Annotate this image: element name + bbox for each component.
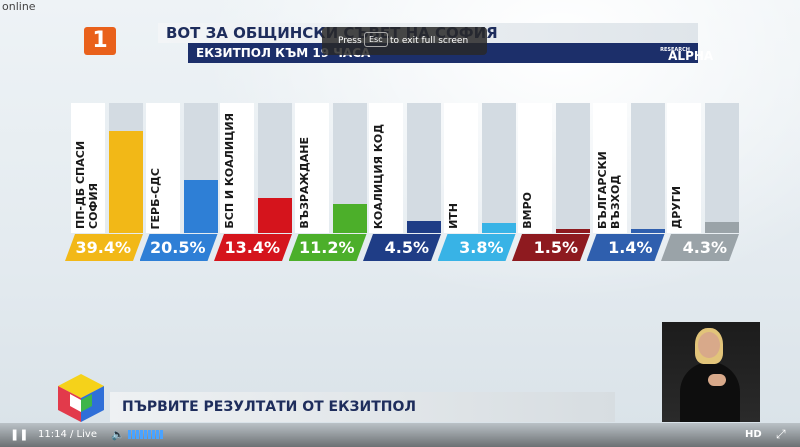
bar-track xyxy=(705,103,739,233)
percent-label: 13.4% xyxy=(214,234,292,261)
percent-value: 20.5% xyxy=(149,238,206,257)
party-label: ГЕРБ-СДС xyxy=(148,167,162,229)
party-label-panel: ВМРО xyxy=(518,103,552,233)
party-item: БСП И КОАЛИЦИЯ 13.4% xyxy=(220,103,292,263)
percent-label: 4.5% xyxy=(363,234,441,261)
bar xyxy=(630,229,665,233)
bar xyxy=(183,179,218,233)
party-item: ПП-ДБ СПАСИ СОФИЯ 39.4% xyxy=(71,103,143,263)
news-ticker: ПЪРВИТЕ РЕЗУЛТАТИ ОТ ЕКЗИТПОЛ xyxy=(110,392,615,422)
party-item: ВМРО 1.5% xyxy=(518,103,590,263)
bar xyxy=(556,229,590,233)
party-item: ДРУГИ 4.3% xyxy=(667,103,739,263)
party-label: ВМРО xyxy=(521,192,534,229)
playback-time: 11:14 / Live xyxy=(38,429,97,440)
percent-label: 11.2% xyxy=(289,234,367,261)
party-label: КОАЛИЦИЯ КОД xyxy=(372,123,385,229)
party-item: ВЪЗРАЖДАНЕ 11.2% xyxy=(295,103,367,263)
party-label: БСП И КОАЛИЦИЯ xyxy=(223,113,236,229)
fullscreen-hint-text: to exit full screen xyxy=(390,36,469,46)
bar xyxy=(109,130,143,233)
percent-label: 3.8% xyxy=(438,234,516,261)
party-label: ПП-ДБ СПАСИ СОФИЯ xyxy=(74,140,100,229)
party-label-panel: ПП-ДБ СПАСИ СОФИЯ xyxy=(71,103,105,233)
bar-track xyxy=(258,103,292,233)
party-label: ДРУГИ xyxy=(670,186,683,229)
fullscreen-hint: Press Esc to exit full screen xyxy=(322,27,487,55)
party-label-panel: БСП И КОАЛИЦИЯ xyxy=(220,103,254,233)
bar-track xyxy=(481,103,516,233)
pollster-name: ALPHA xyxy=(668,49,714,63)
bar xyxy=(407,221,441,233)
party-label: ИТН xyxy=(446,203,460,229)
sign-language-interpreter xyxy=(662,322,760,422)
percent-value: 3.8% xyxy=(459,238,504,257)
esc-key: Esc xyxy=(364,32,388,47)
online-label: online xyxy=(2,0,36,13)
player-controls: ❚❚ 11:14 / Live 🔈 HD ⤢ xyxy=(0,423,800,447)
percent-label: 1.5% xyxy=(512,234,590,261)
bar xyxy=(332,203,367,233)
party-label: ВЪЗРАЖДАНЕ xyxy=(297,137,311,229)
party-label-panel: ДРУГИ xyxy=(667,103,701,233)
bar-track xyxy=(332,103,367,233)
ticker-text: ПЪРВИТЕ РЕЗУЛТАТИ ОТ ЕКЗИТПОЛ xyxy=(122,399,417,415)
percent-label: 1.4% xyxy=(587,234,665,261)
party-item: ИТН 3.8% xyxy=(444,103,516,263)
party-label-panel: ИТН xyxy=(443,103,478,233)
party-item: КОАЛИЦИЯ КОД 4.5% xyxy=(369,103,441,263)
bar xyxy=(481,223,516,233)
bar-track xyxy=(630,103,665,233)
percent-value: 13.4% xyxy=(224,238,280,257)
party-label-panel: ВЪЗРАЖДАНЕ xyxy=(294,103,329,233)
bar-track xyxy=(556,103,590,233)
percent-label: 4.3% xyxy=(661,234,739,261)
percent-label: 20.5% xyxy=(140,234,218,261)
party-label-panel: ГЕРБ-СДС xyxy=(145,103,180,233)
party-item: БЪЛГАРСКИ ВЪЗХОД 1.4% xyxy=(593,103,665,263)
pollster-logo: ALPHA RESEARCH xyxy=(660,46,713,63)
party-item: ГЕРБ-СДС 20.5% xyxy=(146,103,218,263)
exit-fullscreen-icon[interactable]: ⤢ xyxy=(776,427,786,441)
percent-value: 39.4% xyxy=(75,238,131,257)
bar-track xyxy=(407,103,441,233)
pollster-sub: RESEARCH xyxy=(660,47,690,53)
party-label-panel: БЪЛГАРСКИ ВЪЗХОД xyxy=(592,103,627,233)
percent-value: 11.2% xyxy=(298,238,355,257)
percent-label: 39.4% xyxy=(65,234,143,261)
quality-badge[interactable]: HD xyxy=(745,429,762,440)
percent-value: 1.5% xyxy=(533,238,578,257)
bar xyxy=(258,198,292,233)
party-label-panel: КОАЛИЦИЯ КОД xyxy=(369,103,403,233)
fullscreen-hint-press: Press xyxy=(338,36,362,46)
percent-value: 4.5% xyxy=(384,238,429,257)
volume-slider[interactable] xyxy=(128,430,163,439)
channel-logo: 1 xyxy=(84,27,116,55)
pause-icon[interactable]: ❚❚ xyxy=(10,428,29,441)
bar xyxy=(705,221,739,233)
percent-value: 1.4% xyxy=(608,238,653,257)
channel-cube-logo xyxy=(58,374,104,422)
bar-track xyxy=(183,103,218,233)
volume-icon[interactable]: 🔈 xyxy=(111,428,125,441)
percent-value: 4.3% xyxy=(682,238,727,257)
bar-track xyxy=(109,103,143,233)
party-label: БЪЛГАРСКИ ВЪЗХОД xyxy=(595,151,622,229)
